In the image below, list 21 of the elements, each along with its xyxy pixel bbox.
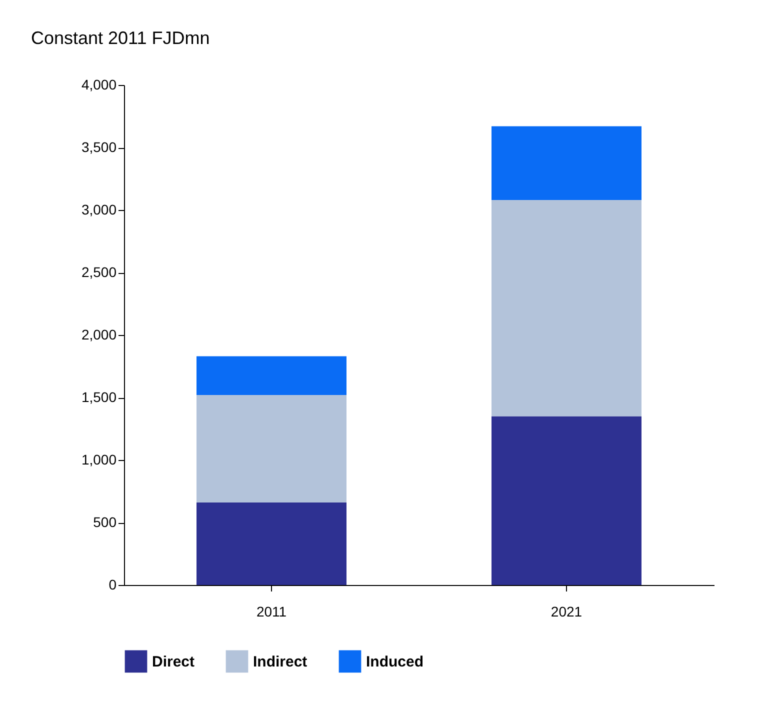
y-tick-label: 500 [93, 514, 117, 530]
legend-label: Direct [152, 653, 195, 670]
y-tick-label: 1,000 [81, 452, 117, 468]
bar [492, 200, 642, 416]
chart-title: Constant 2011 FJDmn [30, 28, 210, 48]
y-tick-label: 3,500 [81, 139, 117, 155]
y-tick-label: 0 [108, 576, 117, 592]
y-tick-label: 1,500 [81, 389, 117, 405]
bar [196, 395, 346, 502]
legend-label: Indirect [253, 653, 308, 670]
y-tick-label: 4,000 [81, 76, 117, 92]
x-tick-label: 2011 [256, 604, 287, 620]
y-tick-label: 2,000 [81, 326, 117, 342]
x-tick-label: 2021 [550, 604, 582, 620]
bar [492, 416, 642, 585]
bar [196, 356, 346, 395]
y-tick-label: 3,000 [81, 202, 117, 218]
legend-label: Induced [366, 653, 424, 670]
y-tick-label: 2,500 [81, 264, 117, 280]
bar [196, 502, 346, 585]
bar [492, 126, 642, 200]
